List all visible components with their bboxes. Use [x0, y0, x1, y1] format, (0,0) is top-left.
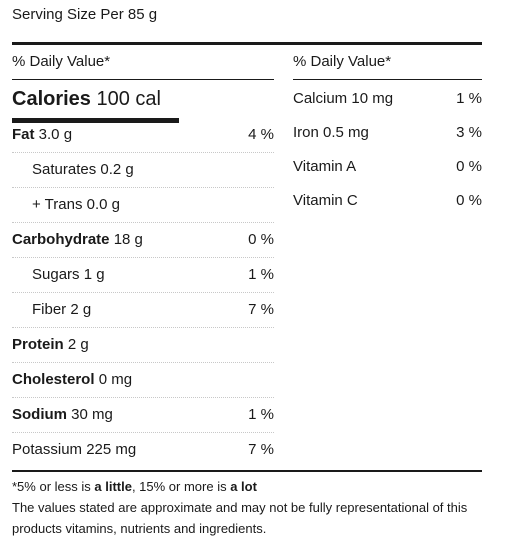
- vitamin-amount: 10 mg: [351, 90, 394, 107]
- vitamin-percent: 1 %: [456, 90, 482, 107]
- nutrient-amount: 2 g: [70, 301, 92, 318]
- nutrient-amount: 0.0 g: [86, 196, 120, 213]
- right-nutrient-list: Calcium 10 mg 1 % Iron 0.5 mg 3 % Vitamin A …: [293, 82, 482, 218]
- nutrient-row: Protein 2 g: [12, 328, 274, 363]
- nutrient-amount: 0 mg: [98, 371, 133, 388]
- vitamin-label: Calcium: [293, 90, 348, 107]
- nutrient-row: Sodium 30 mg 1 %: [12, 398, 274, 433]
- vitamin-label: Iron: [293, 124, 319, 141]
- vitamin-row: Calcium 10 mg 1 %: [293, 82, 482, 116]
- nutrient-amount: 225 mg: [86, 441, 137, 458]
- nutrient-row: Sugars 1 g 1 %: [12, 258, 274, 293]
- nutrient-label: Cholesterol: [12, 371, 95, 388]
- nutrient-row: Fat 3.0 g 4 %: [12, 118, 274, 153]
- nutrient-percent: 7 %: [248, 301, 274, 318]
- nutrient-label: Saturates: [32, 161, 97, 178]
- nutrient-percent: 1 %: [248, 266, 274, 283]
- left-column: % Daily Value* Calories 100 cal Fat 3.0 …: [12, 45, 274, 467]
- nutrient-percent: 0 %: [248, 231, 274, 248]
- nutrient-amount: 3.0 g: [38, 126, 73, 143]
- footnote-line-1: *5% or less is a little, 15% or more is …: [12, 479, 257, 494]
- top-thick-rule: [12, 42, 482, 45]
- nutrient-label: Fiber: [32, 301, 67, 318]
- nutrient-label: Fat: [12, 126, 35, 143]
- nutrient-amount: 18 g: [113, 231, 143, 248]
- vitamin-label: Vitamin C: [293, 192, 358, 209]
- right-column: % Daily Value* Calcium 10 mg 1 % Iron 0.5 …: [293, 45, 482, 218]
- calories-value: 100 cal: [96, 88, 162, 110]
- nutrient-percent: 7 %: [248, 441, 274, 458]
- nutrient-label: Protein: [12, 336, 64, 353]
- nutrient-row: Fiber 2 g 7 %: [12, 293, 274, 328]
- nutrient-row: Saturates 0.2 g: [12, 153, 274, 188]
- calories-row: Calories 100 cal: [12, 80, 274, 118]
- nutrient-percent: 1 %: [248, 406, 274, 423]
- vitamin-percent: 0 %: [456, 158, 482, 175]
- nutrient-row: Potassium 225 mg 7 %: [12, 433, 274, 467]
- nutrient-amount: 2 g: [67, 336, 89, 353]
- nutrient-row: Carbohydrate 18 g 0 %: [12, 223, 274, 258]
- nutrient-label: Potassium: [12, 441, 83, 458]
- vitamin-percent: 3 %: [456, 124, 482, 141]
- nutrient-percent: 4 %: [248, 126, 274, 143]
- nutrient-row: Cholesterol 0 mg: [12, 363, 274, 398]
- calories-label: Calories: [12, 88, 91, 110]
- nutrient-label: Sugars: [32, 266, 80, 283]
- nutrient-amount: 0.2 g: [100, 161, 134, 178]
- calories-rule: [12, 118, 179, 123]
- vitamin-row: Vitamin C 0 %: [293, 184, 482, 218]
- footnote: *5% or less is a little, 15% or more is …: [12, 476, 492, 539]
- vitamin-row: Vitamin A 0 %: [293, 150, 482, 184]
- serving-size: Serving Size Per 85 g: [12, 6, 158, 23]
- vitamin-percent: 0 %: [456, 192, 482, 209]
- nutrient-amount: 1 g: [83, 266, 105, 283]
- nutrient-amount: 30 mg: [71, 406, 113, 423]
- nutrient-row: + Trans 0.0 g: [12, 188, 274, 223]
- bottom-rule: [12, 470, 482, 472]
- vitamin-amount: 0.5 mg: [323, 124, 369, 141]
- nutrient-label: Carbohydrate: [12, 231, 110, 248]
- nutrient-label: Sodium: [12, 406, 67, 423]
- nutrient-label: + Trans: [32, 196, 83, 213]
- daily-value-header-left: % Daily Value*: [12, 45, 274, 80]
- footnote-line-2: The values stated are approximate and ma…: [12, 500, 468, 536]
- vitamin-row: Iron 0.5 mg 3 %: [293, 116, 482, 150]
- vitamin-label: Vitamin A: [293, 158, 357, 175]
- daily-value-header-right: % Daily Value*: [293, 45, 482, 80]
